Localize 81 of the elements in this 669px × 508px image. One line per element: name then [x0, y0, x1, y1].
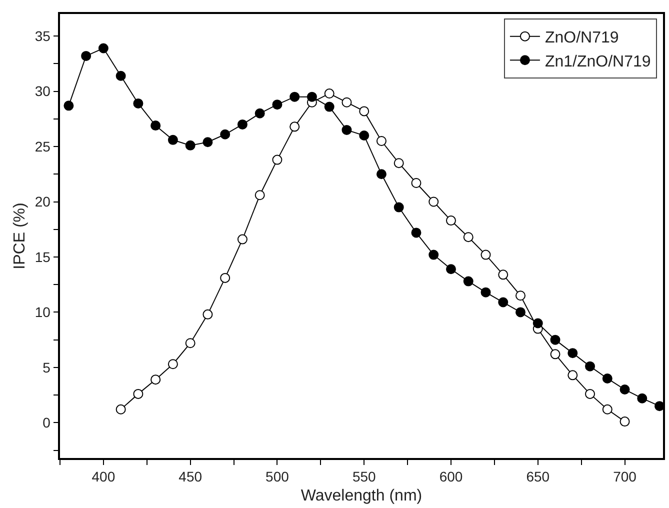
point [290, 122, 300, 132]
y-tick-label: 30 [34, 83, 51, 100]
x-tick-label: 400 [92, 468, 116, 485]
point [480, 250, 491, 260]
x-axis-title: Wavelength (nm) [300, 488, 422, 505]
point [637, 393, 648, 404]
point [185, 338, 196, 348]
point [150, 374, 161, 385]
x-tick-label: 450 [178, 468, 202, 485]
point [237, 234, 248, 244]
point [324, 102, 334, 112]
x-tick-label: 650 [526, 468, 550, 485]
point [202, 137, 213, 148]
x-tick-label: 700 [613, 468, 637, 485]
x-tick-label: 600 [439, 468, 463, 485]
point [237, 119, 248, 130]
y-tick-label: 10 [34, 304, 51, 320]
point [342, 97, 352, 108]
point [168, 134, 178, 145]
point [394, 158, 404, 168]
point [202, 309, 213, 320]
point [64, 100, 74, 111]
point [585, 388, 596, 399]
point [585, 361, 596, 372]
y-tick-label: 20 [34, 194, 51, 210]
point [532, 318, 543, 328]
point [220, 129, 230, 140]
point [376, 169, 386, 180]
point [376, 136, 386, 146]
point [168, 359, 178, 370]
point [516, 307, 526, 318]
point [150, 120, 161, 131]
point [359, 106, 370, 116]
y-tick-label: 25 [34, 138, 51, 154]
legend-label: Zn1/ZnO/N719 [544, 53, 651, 70]
point [516, 290, 526, 301]
point [602, 373, 612, 384]
point [254, 108, 265, 118]
x-tick-label: 550 [352, 468, 376, 485]
point [428, 250, 439, 260]
y-axis-title: IPCE (%) [11, 202, 28, 270]
point [185, 140, 196, 150]
y-tick-label: 5 [42, 359, 51, 376]
point [498, 297, 508, 308]
point [480, 287, 491, 298]
point [272, 100, 282, 110]
point [411, 228, 422, 238]
point [394, 202, 404, 212]
point [446, 264, 456, 274]
point [463, 276, 474, 286]
point [133, 98, 144, 108]
point [116, 404, 126, 414]
y-tick-label: 0 [42, 414, 51, 431]
point [290, 92, 300, 102]
point [463, 232, 474, 242]
legend-label: ZnO/N719 [544, 30, 619, 47]
point [498, 270, 508, 280]
point [220, 272, 230, 283]
point [306, 92, 317, 102]
point [411, 178, 422, 188]
point [428, 196, 439, 207]
y-tick-label: 15 [34, 248, 51, 265]
point [116, 70, 126, 81]
point [550, 334, 560, 345]
point [568, 370, 578, 380]
point [98, 43, 108, 54]
point [620, 416, 630, 427]
point [133, 388, 144, 399]
point [342, 124, 352, 135]
point [568, 348, 578, 358]
point [446, 216, 456, 226]
point [550, 349, 560, 360]
point [254, 190, 265, 200]
point [620, 384, 630, 395]
point [324, 88, 334, 99]
y-tick-label: 35 [34, 28, 51, 44]
point [272, 154, 282, 165]
point [602, 404, 612, 414]
x-tick-label: 500 [266, 468, 290, 485]
point [359, 130, 370, 140]
point [81, 50, 92, 61]
